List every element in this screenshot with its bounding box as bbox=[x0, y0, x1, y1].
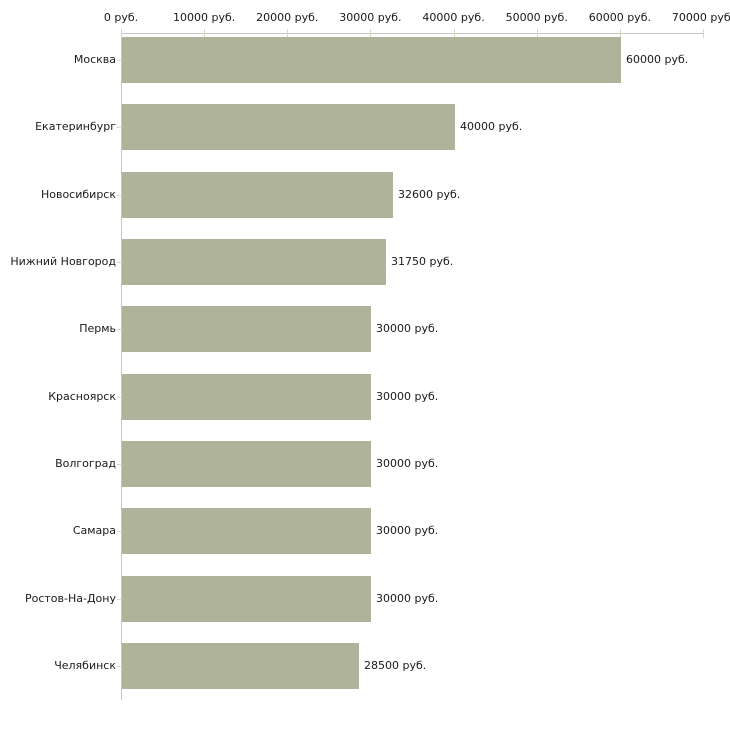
bar bbox=[122, 239, 386, 285]
x-axis-tick-label: 30000 руб. bbox=[339, 11, 402, 24]
y-axis-tick bbox=[117, 262, 126, 263]
category-label: Новосибирск bbox=[40, 188, 116, 201]
bar-value-label: 40000 руб. bbox=[460, 120, 523, 133]
bar bbox=[122, 37, 621, 83]
bar bbox=[122, 508, 371, 554]
category-label: Екатеринбург bbox=[35, 120, 116, 133]
y-axis-tick bbox=[117, 666, 126, 667]
category-label: Красноярск bbox=[48, 390, 116, 403]
y-axis-line bbox=[121, 33, 122, 700]
x-axis-tick bbox=[453, 29, 455, 38]
bar bbox=[122, 576, 371, 622]
bar bbox=[122, 104, 455, 150]
category-label: Москва bbox=[73, 53, 116, 66]
bar bbox=[122, 172, 393, 218]
category-label: Челябинск bbox=[54, 659, 116, 672]
bar-value-label: 30000 руб. bbox=[376, 322, 439, 335]
bar bbox=[122, 374, 371, 420]
y-axis-tick bbox=[117, 60, 126, 61]
x-axis-tick bbox=[287, 29, 289, 38]
bar-value-label: 31750 руб. bbox=[391, 255, 454, 268]
bar-value-label: 30000 руб. bbox=[376, 524, 439, 537]
category-label: Волгоград bbox=[55, 457, 116, 470]
x-axis-line bbox=[121, 33, 704, 34]
y-axis-tick bbox=[117, 329, 126, 330]
x-axis-tick-label: 50000 руб. bbox=[505, 11, 568, 24]
x-axis-tick bbox=[703, 29, 704, 38]
category-label: Ростов-На-Дону bbox=[24, 592, 116, 605]
x-axis-tick-label: 0 руб. bbox=[103, 11, 139, 24]
y-axis-tick bbox=[117, 127, 126, 128]
y-axis-tick bbox=[117, 397, 126, 398]
x-axis-tick-label: 20000 руб. bbox=[256, 11, 319, 24]
x-axis-tick-label: 60000 руб. bbox=[588, 11, 651, 24]
bar bbox=[122, 643, 359, 689]
category-label: Самара bbox=[72, 524, 116, 537]
bar-value-label: 32600 руб. bbox=[398, 188, 461, 201]
bar-value-label: 60000 руб. bbox=[626, 53, 689, 66]
x-axis-tick-label: 70000 руб. bbox=[671, 11, 730, 24]
x-axis-tick bbox=[370, 29, 372, 38]
bar-value-label: 30000 руб. bbox=[376, 592, 439, 605]
bar bbox=[122, 441, 371, 487]
y-axis-tick bbox=[117, 599, 126, 600]
bar-value-label: 30000 руб. bbox=[376, 390, 439, 403]
bar bbox=[122, 306, 371, 352]
y-axis-tick bbox=[117, 464, 126, 465]
x-axis-tick bbox=[619, 29, 621, 38]
y-axis-tick bbox=[117, 195, 126, 196]
bar-value-label: 30000 руб. bbox=[376, 457, 439, 470]
x-axis-tick bbox=[204, 29, 206, 38]
bar-value-label: 28500 руб. bbox=[364, 659, 427, 672]
category-label: Нижний Новгород bbox=[10, 255, 116, 268]
x-axis-tick-label: 40000 руб. bbox=[422, 11, 485, 24]
y-axis-tick bbox=[117, 531, 126, 532]
x-axis-tick-label: 10000 руб. bbox=[173, 11, 236, 24]
x-axis-tick bbox=[536, 29, 538, 38]
x-axis-tick bbox=[121, 29, 122, 38]
category-label: Пермь bbox=[79, 322, 116, 335]
